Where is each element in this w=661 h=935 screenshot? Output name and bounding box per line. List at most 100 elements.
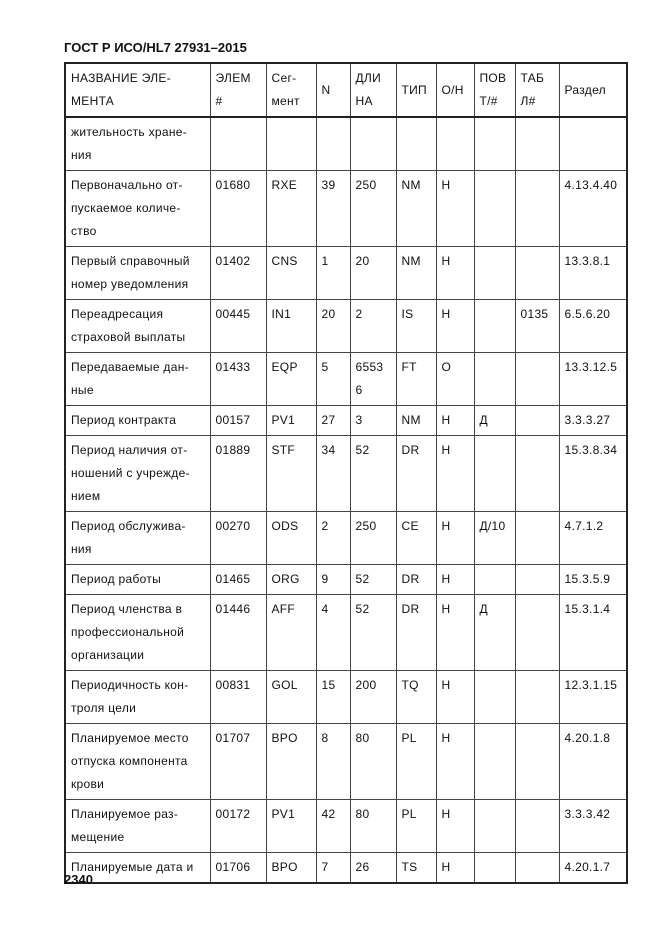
cell-element-name: Периодичность кон- троля цели [64,670,211,724]
cell-section: 13.3.12.5 [558,352,628,406]
cell-type: PL [395,723,437,800]
cell-segment: EQP [265,352,317,406]
table-row: Первый справочный номер уведомления 01402… [64,246,628,300]
cell-n: 4 [315,594,351,671]
cell-element-name: Период работы [64,564,211,595]
cell-table-number [514,564,560,595]
column-header: ТИП [395,62,437,118]
cell-table-number [514,799,560,853]
cell-element-number: 00157 [209,405,267,436]
cell-repeat [473,352,516,406]
cell-optionality: Н [435,852,475,884]
cell-element-name: жительность хране- ния [64,116,211,171]
cell-element-number: 01446 [209,594,267,671]
cell-length: 200 [349,670,397,724]
column-header: ДЛИ НА [349,62,397,118]
cell-segment [265,116,317,171]
cell-repeat [473,435,516,512]
table-row: Планируемое раз- мещение 00172 PV1 42 80 PL Н 3… [64,799,628,853]
cell-optionality: Н [435,723,475,800]
cell-section: 4.20.1.8 [558,723,628,800]
cell-element-name: Передаваемые дан- ные [64,352,211,406]
cell-table-number [514,116,560,171]
cell-optionality [435,116,475,171]
cell-segment: ORG [265,564,317,595]
cell-length: 26 [349,852,397,884]
cell-repeat [473,564,516,595]
cell-type: TQ [395,670,437,724]
cell-length: 80 [349,799,397,853]
cell-section: 3.3.3.27 [558,405,628,436]
cell-n: 15 [315,670,351,724]
cell-table-number [514,246,560,300]
cell-segment: GOL [265,670,317,724]
cell-element-number: 00445 [209,299,267,353]
cell-segment: STF [265,435,317,512]
cell-section: 15.3.8.34 [558,435,628,512]
cell-optionality: Н [435,594,475,671]
cell-length: 250 [349,170,397,247]
cell-optionality: Н [435,170,475,247]
cell-length [349,116,397,171]
cell-element-number: 00831 [209,670,267,724]
cell-element-name: Первый справочный номер уведомления [64,246,211,300]
cell-optionality: Н [435,511,475,565]
cell-section: 15.3.5.9 [558,564,628,595]
cell-repeat [473,246,516,300]
cell-table-number [514,852,560,884]
cell-n [315,116,351,171]
cell-n: 20 [315,299,351,353]
column-header: Раздел [558,62,628,118]
column-header: Сег- мент [265,62,317,118]
cell-length: 3 [349,405,397,436]
cell-element-number: 01706 [209,852,267,884]
cell-length: 52 [349,564,397,595]
cell-table-number [514,405,560,436]
cell-n: 1 [315,246,351,300]
cell-length: 20 [349,246,397,300]
cell-n: 2 [315,511,351,565]
cell-repeat [473,799,516,853]
cell-type [395,116,437,171]
cell-n: 42 [315,799,351,853]
table-row: Первоначально от- пускаемое количе- ство… [64,170,628,247]
cell-table-number: 0135 [514,299,560,353]
table-header-row: НАЗВАНИЕ ЭЛЕ- МЕНТА ЭЛЕМ # Сег- мент N ДЛИ Н… [64,62,628,118]
cell-n: 9 [315,564,351,595]
cell-repeat: Д [473,405,516,436]
table-row: Период наличия от- ношений с учрежде- ни… [64,435,628,512]
cell-length: 52 [349,435,397,512]
cell-repeat: Д [473,594,516,671]
cell-element-name: Планируемое раз- мещение [64,799,211,853]
page-number: 2340 [64,872,93,887]
column-header: ТАБ Л# [514,62,560,118]
cell-section: 13.3.8.1 [558,246,628,300]
cell-optionality: Н [435,299,475,353]
cell-element-number [209,116,267,171]
cell-n: 34 [315,435,351,512]
cell-table-number [514,670,560,724]
elements-table: НАЗВАНИЕ ЭЛЕ- МЕНТА ЭЛЕМ # Сег- мент N ДЛИ Н… [64,62,628,884]
cell-table-number [514,435,560,512]
cell-type: TS [395,852,437,884]
cell-repeat: Д/10 [473,511,516,565]
cell-repeat [473,670,516,724]
cell-section: 4.13.4.40 [558,170,628,247]
cell-element-number: 01433 [209,352,267,406]
column-header: НАЗВАНИЕ ЭЛЕ- МЕНТА [64,62,211,118]
cell-table-number [514,594,560,671]
cell-n: 27 [315,405,351,436]
cell-repeat [473,170,516,247]
cell-n: 8 [315,723,351,800]
cell-repeat [473,723,516,800]
column-header: N [315,62,351,118]
table-row: Планируемое место отпуска компонента кро… [64,723,628,800]
table-row: Передаваемые дан- ные 01433 EQP 5 6553 6 FT О 1… [64,352,628,406]
cell-length: 80 [349,723,397,800]
table-row: Период работы 01465 ORG 9 52 DR Н 15.3.5.9 [64,564,628,595]
cell-optionality: О [435,352,475,406]
cell-optionality: Н [435,564,475,595]
column-header: ЭЛЕМ # [209,62,267,118]
document-header: ГОСТ Р ИСО/HL7 27931–2015 [64,40,247,55]
cell-section: 6.5.6.20 [558,299,628,353]
